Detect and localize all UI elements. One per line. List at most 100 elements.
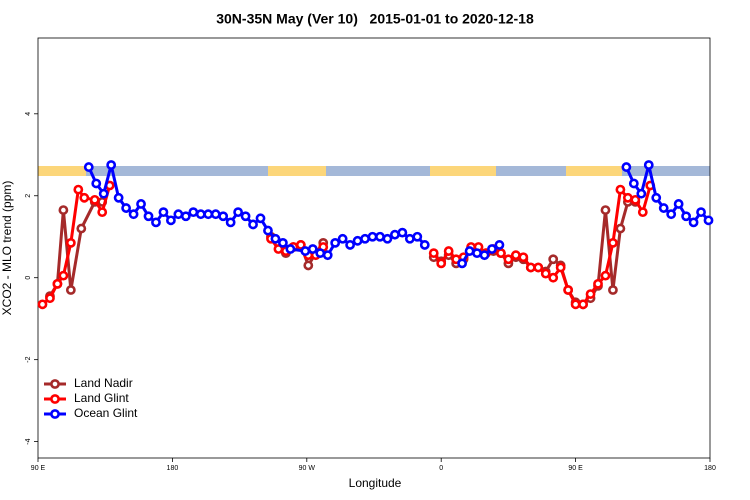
point (300, 246, 311, 256)
point (210, 209, 221, 220)
point (37, 299, 48, 310)
point (151, 217, 161, 228)
point (600, 270, 611, 281)
point (278, 237, 288, 248)
point (180, 211, 191, 222)
point (337, 233, 348, 244)
point (510, 250, 521, 261)
point (419, 240, 430, 250)
point (173, 209, 184, 220)
point (636, 188, 647, 199)
point (330, 237, 341, 248)
point (303, 260, 314, 271)
x-tick-label: 180 (704, 465, 716, 472)
point (622, 192, 633, 203)
point (637, 207, 648, 218)
point (322, 250, 333, 261)
legend-label: Land Glint (74, 391, 129, 405)
point (143, 211, 154, 222)
point (570, 299, 581, 310)
point (494, 240, 505, 250)
point (496, 248, 506, 259)
x-tick-label: 90 E (31, 465, 46, 472)
point (65, 285, 76, 295)
point (285, 244, 296, 254)
x-tick-label: 0 (439, 465, 443, 472)
land-band (38, 166, 86, 176)
point (608, 237, 618, 248)
point (563, 285, 574, 295)
point (295, 240, 306, 250)
land-band (268, 166, 326, 176)
point (651, 192, 662, 203)
point (45, 293, 55, 304)
land-ocean-strip (38, 166, 710, 176)
point (436, 258, 447, 269)
land-band (430, 166, 496, 176)
point (555, 262, 566, 273)
point (688, 217, 699, 228)
point (367, 231, 378, 242)
point (233, 207, 244, 218)
point (457, 258, 468, 269)
point (390, 229, 400, 240)
point (128, 209, 139, 220)
x-tick-label: 90 W (299, 465, 316, 472)
point (65, 237, 76, 248)
point (658, 203, 669, 213)
point (472, 248, 482, 259)
point (352, 235, 363, 246)
point (307, 244, 318, 254)
point (518, 252, 529, 263)
x-tick-label: 180 (167, 465, 179, 472)
point (345, 240, 356, 250)
y-tick-label: -2 (25, 356, 32, 362)
legend-label: Land Nadir (74, 376, 133, 390)
point (696, 207, 706, 218)
point (113, 192, 124, 203)
point (240, 211, 251, 222)
point (533, 262, 544, 273)
point (76, 223, 87, 234)
point (615, 184, 626, 195)
point (593, 278, 603, 289)
point (382, 233, 393, 244)
y-tick-label: 4 (25, 112, 32, 116)
point (548, 272, 559, 283)
point (615, 223, 626, 234)
point (225, 217, 236, 228)
point (428, 248, 439, 259)
land-band (566, 166, 622, 176)
point (608, 285, 618, 295)
point (443, 246, 454, 256)
legend-label: Ocean Glint (74, 406, 138, 420)
point (255, 213, 266, 224)
point (121, 203, 132, 213)
point (360, 233, 370, 244)
point (79, 192, 90, 203)
point (97, 207, 108, 218)
point (136, 199, 146, 209)
point (548, 254, 559, 265)
point (375, 231, 385, 242)
point (600, 205, 611, 215)
y-tick-label: 0 (25, 276, 32, 280)
point (218, 211, 229, 222)
ocean-band (38, 166, 710, 176)
point (52, 278, 63, 289)
point (412, 231, 423, 242)
point (158, 207, 169, 218)
point (98, 188, 109, 199)
point (404, 233, 415, 244)
legend-marker (50, 394, 60, 404)
series-line (48, 200, 636, 306)
point (106, 160, 117, 170)
point (630, 194, 641, 205)
point (628, 178, 639, 189)
plot-frame (37, 37, 711, 459)
point (89, 194, 100, 205)
point (464, 246, 475, 256)
point (585, 289, 596, 299)
point (578, 299, 588, 310)
